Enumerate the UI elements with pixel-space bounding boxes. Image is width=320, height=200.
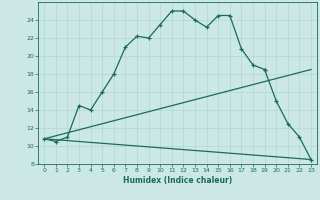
X-axis label: Humidex (Indice chaleur): Humidex (Indice chaleur)	[123, 176, 232, 185]
